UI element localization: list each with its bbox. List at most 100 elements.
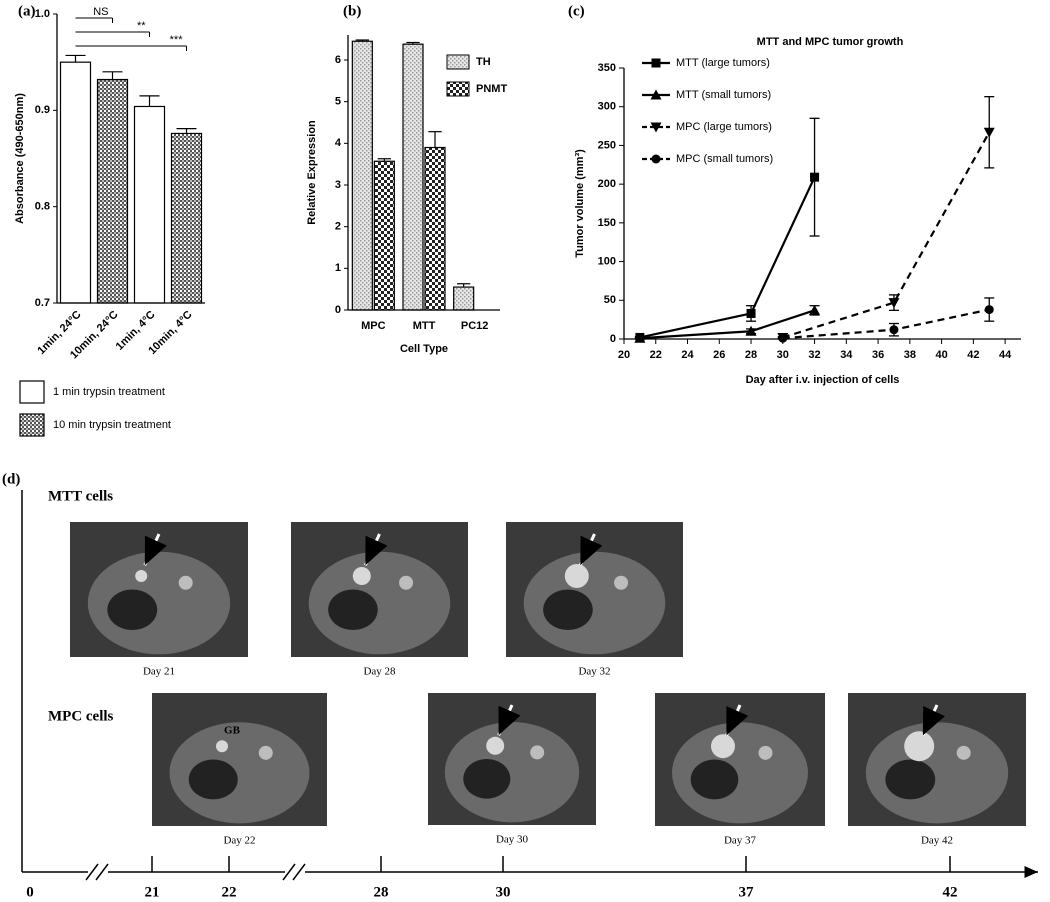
- legend-label: 10 min trypsin treatment: [53, 419, 171, 431]
- x-tick-label: MTT: [413, 320, 436, 332]
- y-tick-label: 0.9: [35, 104, 50, 116]
- image-spot: [530, 745, 545, 760]
- mri-image: [428, 693, 596, 825]
- series-line: [639, 309, 815, 340]
- significance-label: ***: [170, 34, 184, 46]
- x-axis-label: Day after i.v. injection of cells: [746, 374, 900, 386]
- mri-image: [291, 522, 468, 657]
- image-caption: Day 30: [496, 834, 529, 846]
- x-tick-label: 20: [618, 349, 630, 361]
- y-tick-label: 4: [335, 137, 342, 149]
- bar: [170, 132, 203, 304]
- significance-label: NS: [93, 6, 108, 18]
- y-tick-label: 0.8: [35, 201, 50, 213]
- marker: [778, 333, 788, 343]
- x-tick-label: PC12: [461, 320, 489, 332]
- marker: [810, 172, 820, 182]
- mri-image: [152, 693, 327, 826]
- legend-label: MTT (large tumors): [676, 57, 770, 69]
- error-bar: [355, 39, 369, 42]
- series-line: [639, 176, 816, 339]
- mri-image: [506, 522, 683, 657]
- image-arrow: [725, 704, 749, 737]
- y-tick-label: 0.7: [35, 297, 50, 309]
- legend-marker: [651, 154, 661, 164]
- bar: [59, 61, 92, 304]
- image-spot: [956, 745, 971, 760]
- y-tick-label: 250: [598, 139, 616, 151]
- marker: [746, 308, 756, 318]
- y-tick-label: 50: [604, 294, 616, 306]
- image-caption: Day 37: [724, 835, 757, 847]
- mri-image: [848, 693, 1026, 826]
- image-tumor: [711, 734, 735, 759]
- image-caption: Day 21: [143, 666, 175, 678]
- legend-label: TH: [476, 56, 491, 68]
- timeline-label: 22: [222, 884, 237, 900]
- x-tick-label: 32: [808, 349, 820, 361]
- image-spot: [399, 575, 414, 590]
- image-spot: [758, 745, 773, 760]
- image-tumor: [564, 564, 589, 588]
- y-tick-label: 5: [335, 96, 341, 108]
- y-axis-label: Relative Expression: [306, 120, 318, 225]
- y-axis-label: Absorbance (490-650nm): [14, 93, 26, 224]
- error-bar: [457, 283, 471, 288]
- row-title: MPC cells: [48, 708, 114, 724]
- axis-break: [85, 863, 99, 881]
- x-tick-label: 44: [999, 349, 1012, 361]
- image-spot: [178, 575, 193, 590]
- y-tick-label: 100: [598, 255, 616, 267]
- panel-label: (a): [18, 3, 36, 19]
- legend-label: MTT (small tumors): [676, 89, 771, 101]
- image-tumor: [135, 570, 148, 582]
- panel-label: (c): [568, 3, 585, 19]
- x-tick-label: 36: [872, 349, 884, 361]
- bar: [133, 105, 166, 304]
- image-spot: [614, 575, 629, 590]
- image-tumor: [904, 731, 935, 762]
- y-tick-label: 300: [598, 101, 616, 113]
- marker: [634, 332, 646, 343]
- bar: [351, 40, 373, 311]
- x-tick-label: 34: [840, 349, 853, 361]
- mri-image: [655, 693, 825, 826]
- legend-marker: [651, 58, 661, 68]
- legend-label: 1 min trypsin treatment: [53, 386, 165, 398]
- x-tick-label: 28: [745, 349, 757, 361]
- significance-label: **: [137, 20, 146, 32]
- marker: [983, 127, 995, 138]
- image-organ: [543, 589, 593, 630]
- series-line: [782, 131, 991, 339]
- y-tick-label: 150: [598, 217, 616, 229]
- legend-swatch: [446, 81, 470, 97]
- image-arrow: [143, 533, 167, 566]
- image-organ: [188, 759, 238, 800]
- mri-image: [70, 522, 248, 657]
- axis-break: [282, 863, 296, 881]
- timeline-label: 37: [739, 884, 755, 900]
- timeline-label: 21: [145, 884, 160, 900]
- y-tick-label: 1.0: [35, 8, 50, 20]
- image-arrow: [363, 533, 388, 566]
- y-tick-label: 1: [335, 262, 341, 274]
- marker: [745, 325, 757, 336]
- timeline-label: 28: [374, 884, 389, 900]
- legend-label: MPC (small tumors): [676, 153, 773, 165]
- marker: [888, 298, 900, 309]
- x-tick-label: 24: [681, 349, 694, 361]
- error-bar: [406, 41, 420, 45]
- legend-label: PNMT: [476, 83, 507, 95]
- y-tick-label: 0: [335, 304, 341, 316]
- image-organ: [328, 589, 378, 630]
- y-tick-label: 200: [598, 178, 616, 190]
- image-spot: [258, 745, 273, 760]
- legend-label: MPC (large tumors): [676, 121, 772, 133]
- image-arrow: [578, 533, 603, 566]
- bar: [96, 78, 129, 304]
- bar: [373, 160, 395, 311]
- legend-swatch: [19, 413, 45, 437]
- marker: [809, 304, 821, 315]
- chart-title: MTT and MPC tumor growth: [757, 36, 904, 48]
